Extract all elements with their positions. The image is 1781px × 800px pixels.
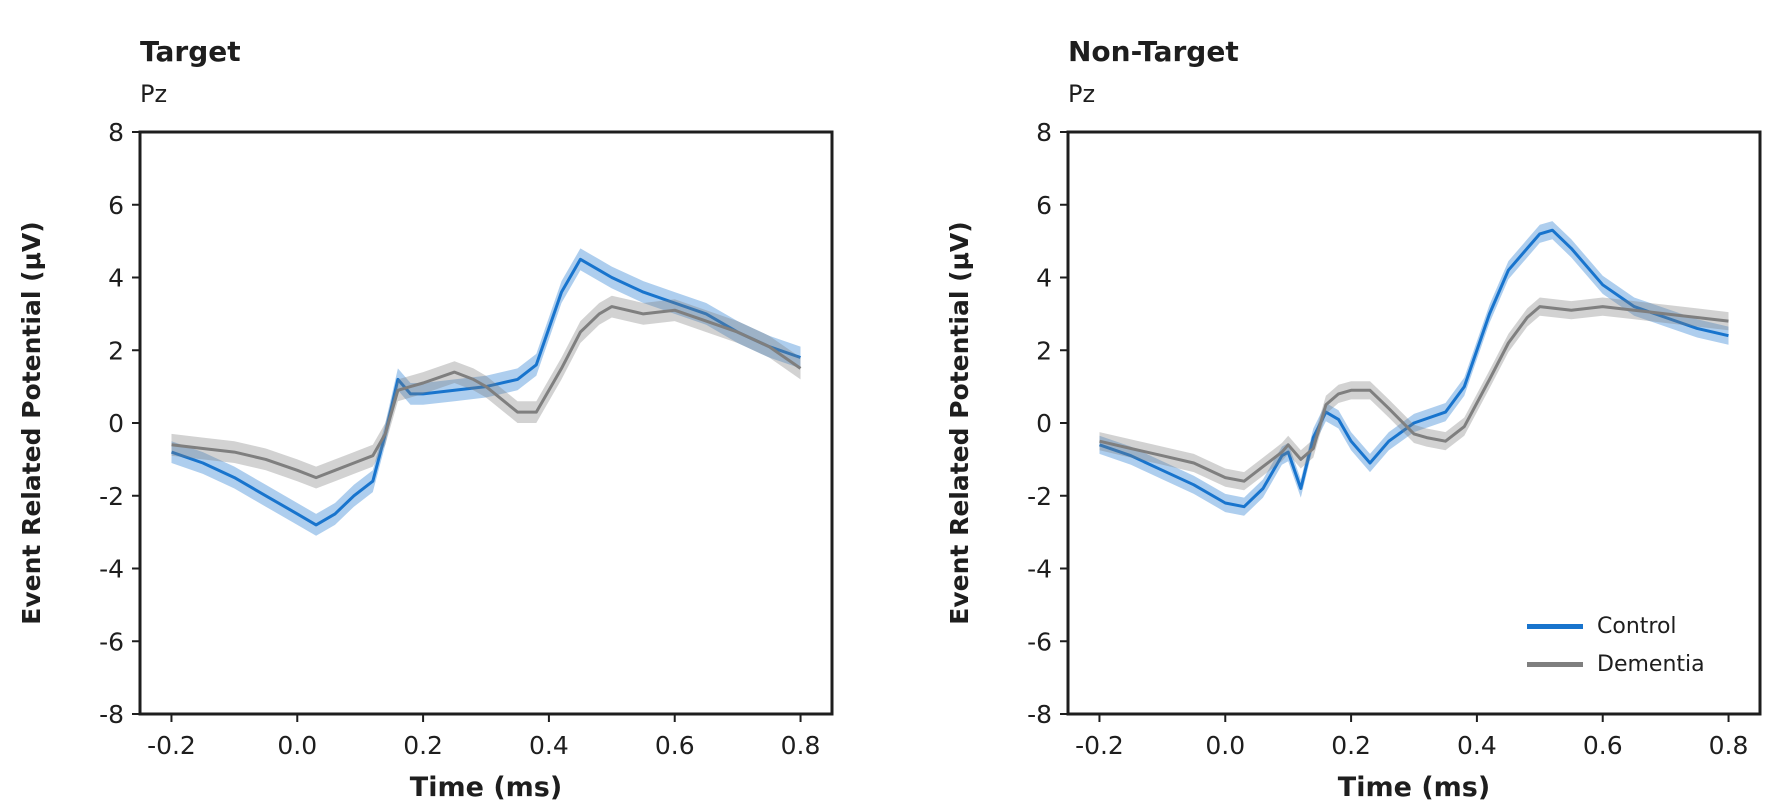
x-tick-label: 0.2 xyxy=(1331,731,1371,760)
x-tick-label: 0.8 xyxy=(1709,731,1749,760)
y-tick-label: 2 xyxy=(108,336,124,365)
panel-title-non-target: Non-Target xyxy=(1068,35,1239,68)
y-axis-label: Event Related Potential (μV) xyxy=(17,221,46,624)
series-line-control xyxy=(1099,228,1729,509)
legend-swatch-dementia xyxy=(1527,661,1583,667)
panel-subtitle-non-target: Pz xyxy=(1068,80,1096,108)
y-tick-label: -8 xyxy=(1027,700,1052,729)
series-line-dementia xyxy=(171,305,802,480)
x-tick-label: 0.0 xyxy=(277,731,317,760)
y-tick-label: 8 xyxy=(1036,118,1052,147)
y-tick-label: 6 xyxy=(1036,191,1052,220)
y-tick-label: -6 xyxy=(1027,627,1052,656)
legend-item-control: Control xyxy=(1527,607,1705,645)
legend-item-dementia: Dementia xyxy=(1527,645,1705,683)
y-tick-label: 0 xyxy=(108,409,124,438)
x-tick-label: 0.4 xyxy=(529,731,569,760)
legend-label-control: Control xyxy=(1597,613,1677,639)
legend-swatch-control xyxy=(1527,623,1583,629)
y-tick-label: 4 xyxy=(108,264,124,293)
y-tick-label: -2 xyxy=(1027,482,1052,511)
panel-subtitle-target: Pz xyxy=(140,80,168,108)
y-tick-label: -6 xyxy=(99,627,124,656)
x-tick-label: 0.8 xyxy=(781,731,821,760)
y-tick-label: -8 xyxy=(99,700,124,729)
x-tick-label: 0.6 xyxy=(655,731,695,760)
y-tick-label: -4 xyxy=(1027,555,1052,584)
series-line-dementia xyxy=(1099,305,1729,483)
ci-band-dementia xyxy=(171,295,801,489)
panel-non-target: -8 -6 -4 -2 0 2 4 6 8 -0.2 0.0 0.2 0.4 0.6 0.8 Time (ms… xyxy=(945,118,1762,800)
x-tick-label: -0.2 xyxy=(147,731,196,760)
panel-target: -8 -6 -4 -2 0 2 4 6 8 -0.2 0.0 0.2 0.4 0.6 0.8 Time (ms… xyxy=(17,118,834,800)
x-tick-label: 0.2 xyxy=(403,731,443,760)
y-tick-label: 8 xyxy=(108,118,124,147)
series-line-control xyxy=(171,257,801,527)
panel-title-target: Target xyxy=(140,35,241,68)
x-tick-label: 0.4 xyxy=(1457,731,1497,760)
x-axis-label: Time (ms) xyxy=(1338,772,1490,800)
y-tick-label: -4 xyxy=(99,555,124,584)
y-tick-label: 6 xyxy=(108,191,124,220)
y-tick-label: 4 xyxy=(1036,264,1052,293)
legend-label-dementia: Dementia xyxy=(1597,651,1705,677)
y-tick-label: 0 xyxy=(1036,409,1052,438)
y-tick-label: 2 xyxy=(1036,336,1052,365)
legend: Control Dementia xyxy=(1527,607,1705,683)
axes-frame xyxy=(138,130,834,716)
ci-band-dementia xyxy=(1099,297,1729,491)
y-tick-label: -2 xyxy=(99,482,124,511)
x-axis-label: Time (ms) xyxy=(410,772,562,800)
x-tick-label: 0.0 xyxy=(1205,731,1245,760)
ci-band-control xyxy=(171,248,801,536)
x-tick-label: -0.2 xyxy=(1075,731,1124,760)
x-tick-label: 0.6 xyxy=(1583,731,1623,760)
y-axis-label: Event Related Potential (μV) xyxy=(945,221,974,624)
